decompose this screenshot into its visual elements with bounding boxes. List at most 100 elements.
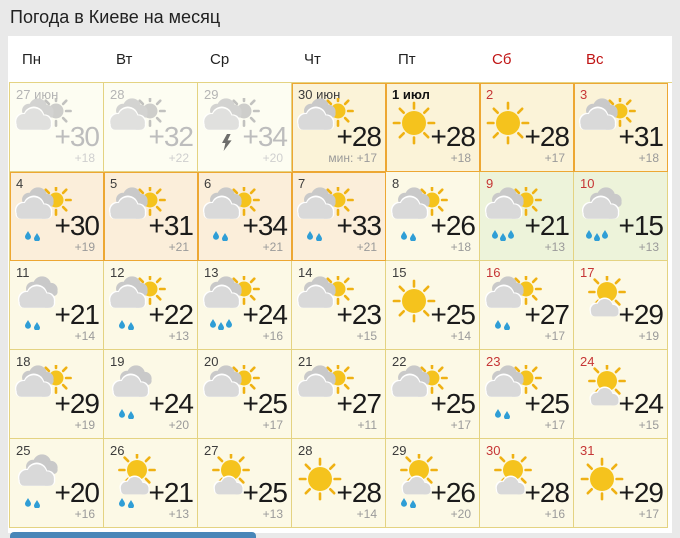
day-cell-28[interactable]: 28 +28 +14 <box>292 439 386 528</box>
day-cell-4[interactable]: 4 +30 +19 <box>10 172 104 261</box>
day-max-temp: +25 <box>524 388 570 419</box>
day-min-temp: мин: +17 <box>328 151 377 165</box>
day-max-temp: +28 <box>430 121 476 152</box>
day-cell-10[interactable]: 10 +15 +13 <box>574 172 668 261</box>
day-max-temp: +26 <box>430 477 476 508</box>
day-min-temp: +18 <box>638 151 659 165</box>
day-min-temp: +13 <box>544 240 565 254</box>
cloud-sun-icon <box>575 95 637 152</box>
day-number: 19 <box>110 354 125 369</box>
day-cell-25[interactable]: 25 +20 +16 <box>10 439 104 528</box>
day-cell-29[interactable]: 29 +26 +20 <box>386 439 480 528</box>
cloud-sun-icon <box>105 95 167 152</box>
cloud-sun-rain2-icon <box>481 273 543 331</box>
day-cell-21[interactable]: 21 +27 +11 <box>292 350 386 439</box>
day-cell-2[interactable]: 2 +28 +17 <box>480 83 574 172</box>
weekday-label-Чт: Чт <box>304 50 321 68</box>
cloud-sun-rain2-icon <box>199 184 261 242</box>
day-number: 30 <box>486 443 501 458</box>
day-cell-29[interactable]: 29 +34 +20 <box>198 83 292 172</box>
day-max-temp: +29 <box>618 299 664 330</box>
day-cell-11[interactable]: 11 +21 +14 <box>10 261 104 350</box>
weekday-label-Пн: Пн <box>22 50 42 68</box>
day-cell-14[interactable]: 14 +23 +15 <box>292 261 386 350</box>
day-number: 14 <box>298 265 313 280</box>
day-max-temp: +34 <box>242 121 288 152</box>
cloud-rain2-icon <box>11 276 73 331</box>
day-number: 30 июн <box>298 87 341 102</box>
day-max-temp: +20 <box>54 477 100 508</box>
sun-cloud-rain2-icon <box>105 451 167 509</box>
cloud-sun-rain2-icon <box>105 273 167 331</box>
day-min-temp: +22 <box>168 151 189 165</box>
cloud-sun-rain2-icon <box>293 184 355 242</box>
bottom-scroll-bar[interactable] <box>10 532 256 538</box>
day-cell-8[interactable]: 8 +26 +18 <box>386 172 480 261</box>
day-number: 8 <box>392 176 400 191</box>
day-cell-22[interactable]: 22 +25 +17 <box>386 350 480 439</box>
day-min-temp: +21 <box>262 240 283 254</box>
day-min-temp: +20 <box>168 418 189 432</box>
day-max-temp: +24 <box>618 388 664 419</box>
day-cell-24[interactable]: 24 +24 +15 <box>574 350 668 439</box>
day-number: 28 <box>110 87 125 102</box>
day-number: 23 <box>486 354 501 369</box>
weekday-label-Вс: Вс <box>586 50 604 68</box>
day-cell-15[interactable]: 15 +25 +14 <box>386 261 480 350</box>
day-cell-16[interactable]: 16 +27 +17 <box>480 261 574 350</box>
sun-cloud-rain2-icon <box>387 451 449 509</box>
day-max-temp: +28 <box>336 477 382 508</box>
day-cell-6[interactable]: 6 +34 +21 <box>198 172 292 261</box>
day-cell-30-июн[interactable]: 30 июн +28 мин: +17 <box>292 83 386 172</box>
sun-icon <box>575 454 637 508</box>
day-cell-7[interactable]: 7 +33 +21 <box>292 172 386 261</box>
day-min-temp: +20 <box>450 507 471 521</box>
day-number: 15 <box>392 265 407 280</box>
day-min-temp: +18 <box>74 151 95 165</box>
day-number: 18 <box>16 354 31 369</box>
day-min-temp: +19 <box>638 329 659 343</box>
day-cell-23[interactable]: 23 +25 +17 <box>480 350 574 439</box>
day-cell-5[interactable]: 5 +31 +21 <box>104 172 198 261</box>
day-max-temp: +27 <box>336 388 382 419</box>
day-cell-27[interactable]: 27 +25 +13 <box>198 439 292 528</box>
cloud-sun-icon <box>11 95 73 152</box>
day-cell-28[interactable]: 28 +32 +22 <box>104 83 198 172</box>
day-number: 16 <box>486 265 501 280</box>
day-cell-30[interactable]: 30 +28 +16 <box>480 439 574 528</box>
day-max-temp: +32 <box>148 121 194 152</box>
day-cell-20[interactable]: 20 +25 +17 <box>198 350 292 439</box>
sun-cloud-icon <box>575 273 637 330</box>
day-number: 12 <box>110 265 125 280</box>
day-cell-31[interactable]: 31 +29 +17 <box>574 439 668 528</box>
day-cell-19[interactable]: 19 +24 +20 <box>104 350 198 439</box>
day-max-temp: +21 <box>524 210 570 241</box>
day-min-temp: +17 <box>638 507 659 521</box>
day-number: 29 <box>392 443 407 458</box>
day-max-temp: +23 <box>336 299 382 330</box>
day-cell-13[interactable]: 13 +24 +16 <box>198 261 292 350</box>
cloud-sun-icon <box>105 184 167 241</box>
day-number: 9 <box>486 176 494 191</box>
cloud-rain2-icon <box>11 454 73 509</box>
day-cell-3[interactable]: 3 +31 +18 <box>574 83 668 172</box>
day-cell-9[interactable]: 9 +21 +13 <box>480 172 574 261</box>
day-cell-27-июн[interactable]: 27 июн +30 +18 <box>10 83 104 172</box>
weekday-label-Ср: Ср <box>210 50 230 68</box>
day-cell-18[interactable]: 18 +29 +19 <box>10 350 104 439</box>
calendar-grid: 27 июн +30 +18 28 +32 +22 29 +34 +20 30 июн +28 мин… <box>9 82 672 528</box>
sun-icon <box>387 276 449 330</box>
day-cell-1-июл[interactable]: 1 июл +28 +18 <box>386 83 480 172</box>
cloud-rain3-icon <box>575 187 637 242</box>
day-max-temp: +25 <box>242 477 288 508</box>
day-min-temp: +19 <box>74 418 95 432</box>
day-number: 13 <box>204 265 219 280</box>
day-number: 17 <box>580 265 595 280</box>
day-number: 27 <box>204 443 219 458</box>
cloud-sun-icon <box>199 362 261 419</box>
day-cell-26[interactable]: 26 +21 +13 <box>104 439 198 528</box>
day-min-temp: +19 <box>74 240 95 254</box>
day-cell-17[interactable]: 17 +29 +19 <box>574 261 668 350</box>
day-cell-12[interactable]: 12 +22 +13 <box>104 261 198 350</box>
day-max-temp: +25 <box>242 388 288 419</box>
